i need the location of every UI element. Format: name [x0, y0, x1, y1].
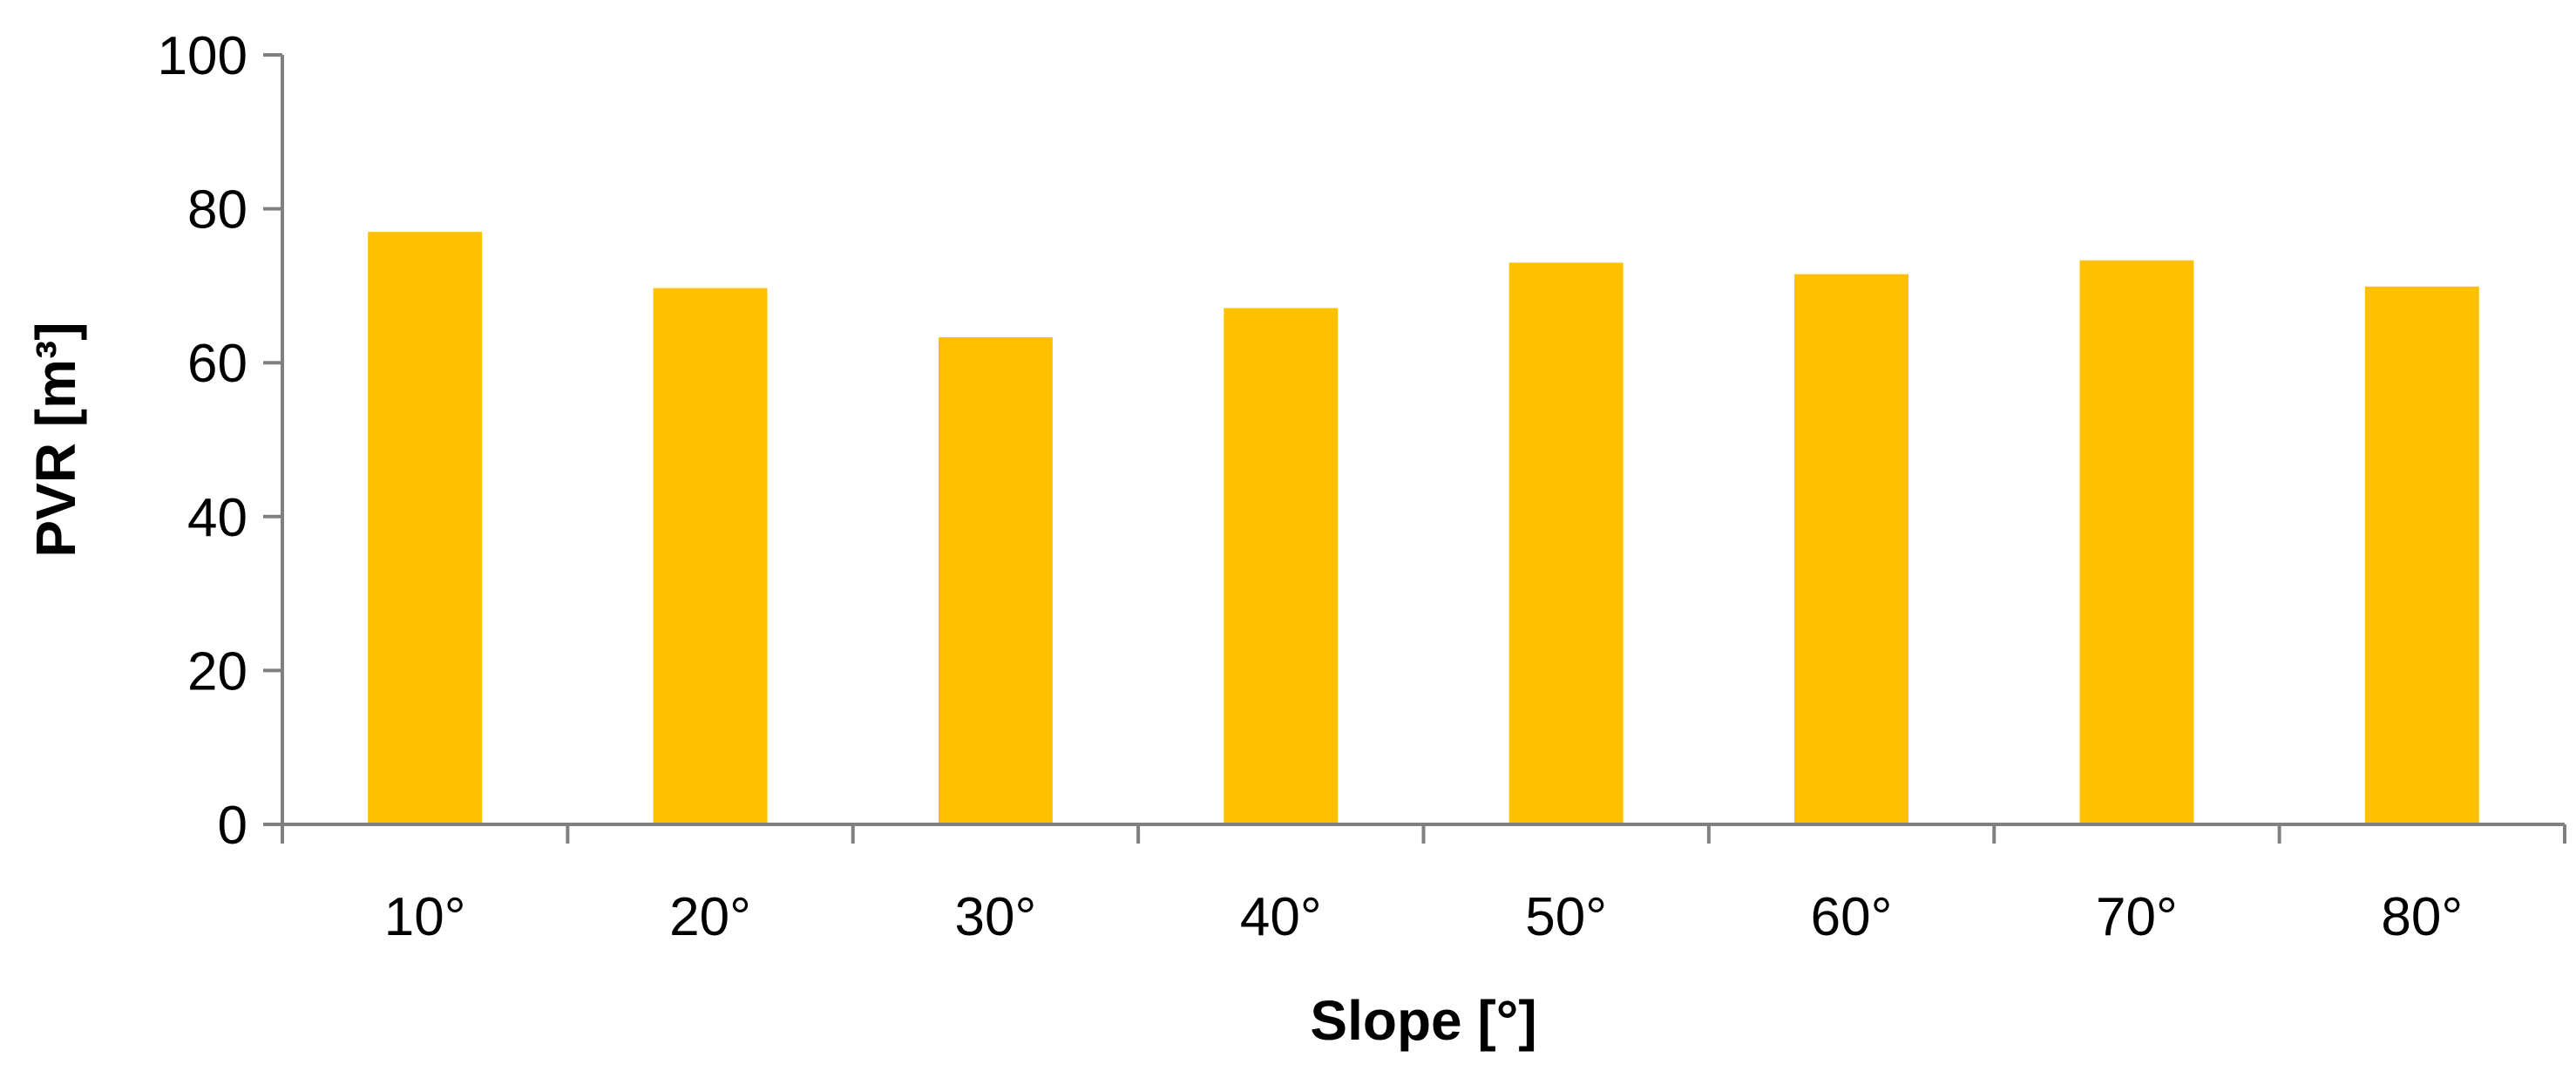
bar-1: [368, 232, 483, 825]
x-tick-label: 80°: [2381, 887, 2463, 947]
bar-7: [2079, 260, 2194, 824]
x-tick-label: 40°: [1240, 887, 1322, 947]
y-tick-label: 60: [187, 334, 247, 394]
x-tick-label: 30°: [955, 887, 1037, 947]
x-tick-label: 20°: [669, 887, 751, 947]
bar-2: [653, 288, 768, 824]
y-tick-label: 80: [187, 180, 247, 241]
y-tick-label: 20: [187, 641, 247, 702]
y-tick-label: 40: [187, 488, 247, 548]
bar-8: [2364, 286, 2479, 825]
axes-group: [263, 53, 2566, 844]
bar-4: [1224, 308, 1339, 825]
x-tick-label: 70°: [2096, 887, 2178, 947]
bar-5: [1508, 262, 1624, 824]
x-axis-title: Slope [°]: [1310, 989, 1536, 1052]
labels-group: 0 20 40 60 80 100 10° 20° 30° 40° 50° 60° 70° 80°: [158, 26, 2464, 947]
y-tick-label: 100: [158, 26, 247, 86]
bars-group: [368, 232, 2479, 825]
y-axis-title: PVR [m³]: [24, 322, 87, 557]
x-tick-label: 10°: [384, 887, 466, 947]
x-tick-label: 60°: [1811, 887, 1893, 947]
bar-3: [938, 337, 1053, 824]
x-tick-label: 50°: [1525, 887, 1607, 947]
bar-6: [1794, 274, 1909, 824]
y-tick-label: 0: [218, 796, 247, 856]
